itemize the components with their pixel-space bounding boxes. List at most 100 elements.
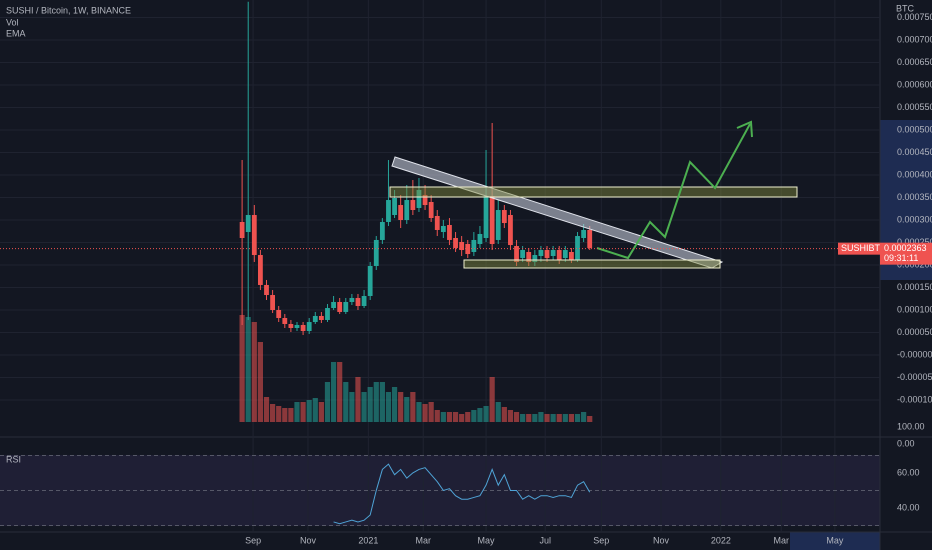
- volume-bar: [581, 412, 587, 422]
- candle-body: [416, 189, 422, 208]
- x-tick-label: Sep: [593, 535, 609, 545]
- y-tick-label: 40.00: [897, 502, 920, 512]
- x-tick-label: Mar: [415, 535, 431, 545]
- candle-body: [459, 242, 465, 251]
- volume-bar: [538, 412, 544, 422]
- rsi-band: [0, 455, 880, 526]
- volume-bar: [428, 402, 434, 422]
- candle-body: [587, 229, 593, 248]
- x-tick-label: 2022: [711, 535, 731, 545]
- volume-bar: [276, 406, 282, 422]
- volume-bar: [568, 414, 575, 422]
- candle-body: [239, 221, 245, 238]
- candle-body: [495, 210, 501, 240]
- volume-bar: [556, 414, 562, 422]
- volume-bar: [544, 414, 550, 422]
- time-range-highlight: [790, 532, 880, 550]
- rsi-title: RSI: [6, 454, 21, 464]
- volume-bar: [385, 392, 392, 422]
- volume-bar: [355, 377, 361, 422]
- candle-body: [410, 200, 416, 211]
- y-tick-label: 0.0002500: [897, 237, 932, 247]
- y-tick-label: 0.0006500: [897, 57, 932, 67]
- volume-bar: [574, 414, 581, 422]
- volume-bar: [379, 382, 385, 422]
- candle-body: [251, 215, 257, 256]
- volume-bar: [446, 412, 453, 422]
- chart-title: SUSHI / Bitcoin, 1W, BINANCE: [6, 5, 131, 15]
- volume-bar: [288, 408, 294, 422]
- volume-bar: [513, 412, 520, 422]
- candle-body: [477, 233, 483, 244]
- x-tick-label: May: [478, 535, 496, 545]
- volume-bar: [416, 402, 422, 422]
- candle-body: [258, 255, 263, 285]
- candle-body: [294, 324, 300, 328]
- candle-body: [392, 197, 397, 216]
- x-tick-label: Jul: [539, 535, 551, 545]
- candle-body: [538, 250, 544, 256]
- y-tick-label: 0.0004500: [897, 147, 932, 157]
- volume-bar: [404, 397, 410, 422]
- projection-path: [596, 123, 751, 260]
- volume-bar: [294, 402, 300, 422]
- price-tag: [880, 242, 932, 265]
- candle-body: [520, 250, 526, 258]
- x-tick-label: Nov: [653, 535, 670, 545]
- candle-body: [355, 297, 361, 306]
- candle-body: [556, 250, 562, 261]
- candle-body: [398, 205, 404, 220]
- volume-bar: [465, 412, 471, 422]
- resistance-zone: [389, 186, 798, 198]
- y-tick-label: -0.0001000: [897, 394, 932, 404]
- y-tick-label: 0.0005000: [897, 124, 932, 134]
- volume-bar: [349, 392, 355, 422]
- candle-body: [318, 315, 324, 320]
- candle-body: [300, 324, 306, 332]
- candle-body: [453, 237, 458, 248]
- volume-bar: [306, 400, 312, 422]
- x-tick-label: 2021: [358, 535, 378, 545]
- volume-bar: [330, 362, 337, 422]
- scale-label: 100.00: [897, 421, 925, 431]
- y-tick-label: 0.0003500: [897, 192, 932, 202]
- y-tick-label: 0.0001500: [897, 282, 932, 292]
- candle-body: [312, 315, 318, 323]
- volume-bar: [312, 398, 318, 422]
- y-tick-label: -0.0000500: [897, 372, 932, 382]
- volume-bar: [324, 382, 331, 422]
- volume-bar: [391, 387, 398, 422]
- candle-body: [337, 301, 343, 312]
- volume-bar: [282, 408, 288, 422]
- candle-body: [325, 308, 330, 320]
- symbol-label: SUSHIBTC: [841, 243, 887, 253]
- y-tick-label: 0.0006000: [897, 79, 932, 89]
- candle-body: [514, 246, 519, 262]
- candle-body: [379, 221, 385, 240]
- currency-label: BTC: [896, 3, 915, 13]
- volume-bar: [550, 414, 556, 422]
- y-tick-label: 0.0001000: [897, 304, 932, 314]
- volume-bar: [440, 412, 446, 422]
- volume-bar: [343, 382, 349, 422]
- volume-bar: [318, 402, 324, 422]
- volume-bar: [337, 362, 343, 422]
- candle-body: [306, 322, 312, 332]
- volume-bar: [562, 414, 568, 422]
- volume-bar: [483, 406, 489, 422]
- last-price-label: 0.0002363: [884, 243, 927, 253]
- candle-body: [434, 215, 440, 230]
- candle-body: [465, 243, 471, 255]
- volume-bar: [269, 404, 276, 422]
- y-tick-label: 0.0007500: [897, 12, 932, 22]
- candle-body: [264, 284, 269, 296]
- x-tick-label: Sep: [245, 535, 261, 545]
- support-zone: [463, 259, 721, 269]
- volume-bar: [434, 410, 440, 422]
- symbol-tag: [838, 242, 880, 255]
- volume-bar: [239, 315, 245, 422]
- candle-body: [562, 250, 568, 258]
- candle-body: [422, 194, 428, 206]
